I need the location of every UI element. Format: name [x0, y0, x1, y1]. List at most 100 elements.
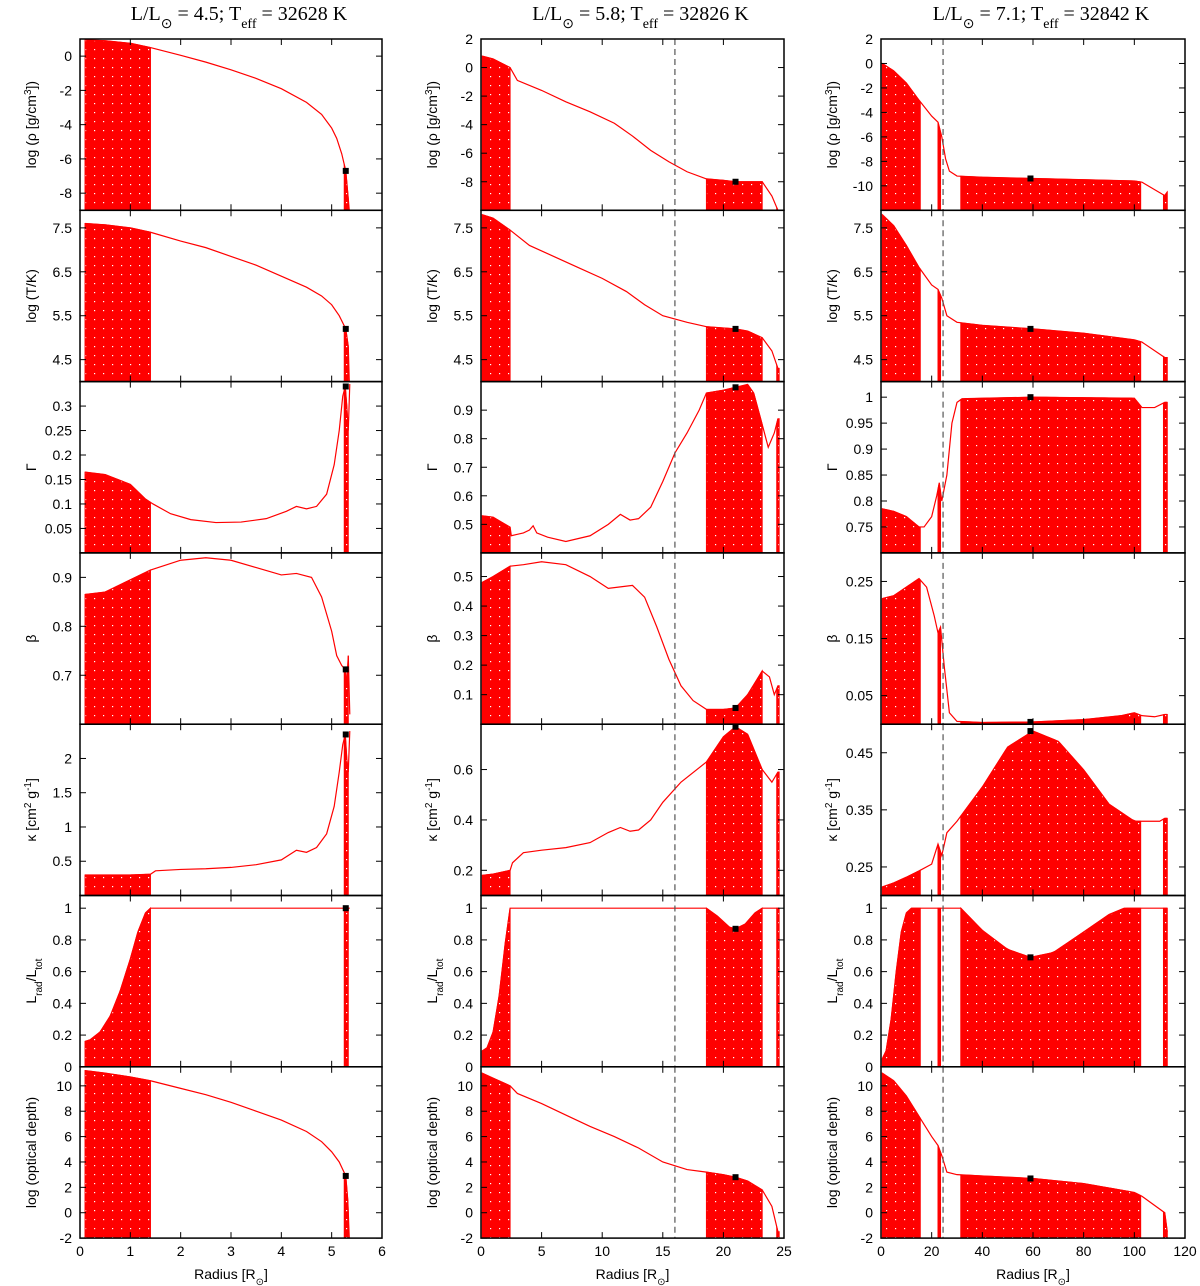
y-axis-label-lrad: Lrad/Ltot: [824, 958, 846, 1003]
y-tick-label: 2: [64, 1179, 72, 1195]
convective-region-fill-4: [1162, 401, 1168, 553]
x-tick-label: 0: [76, 1243, 84, 1259]
x-tick-label: 20: [924, 1243, 940, 1259]
convective-region-fill-1: [84, 471, 151, 553]
y-tick-label: 0.35: [846, 802, 873, 818]
convective-region-fill-3: [776, 771, 780, 896]
convective-region-fill-1: [881, 508, 921, 553]
y-tick-label: 0.05: [45, 520, 72, 536]
panel-Gamma: 0.75 0.8 0.85 0.9 0.95 1 Γ: [824, 380, 1186, 554]
y-tick-label: 0.95: [846, 415, 873, 431]
y-tick-label: 1: [64, 819, 72, 835]
y-tick-label: 2: [465, 31, 473, 47]
y-tick-label: 0.3: [454, 628, 474, 644]
panel-beta: 0.05 0.15 0.25 β: [824, 552, 1186, 725]
y-tick-label: -2: [861, 80, 874, 96]
y-axis-label-beta: β: [824, 635, 840, 643]
y-tick-label: -4: [861, 104, 874, 120]
reference-point-marker: [1027, 718, 1034, 725]
y-axis-label-kappa: κ [cm2 g-1]: [23, 778, 40, 842]
column-title: L/L⊙ = 4.5; Teff = 32628 K: [131, 3, 348, 32]
y-tick-label: 0.2: [454, 862, 474, 878]
convective-region-fill-1: [881, 213, 921, 382]
convective-region-fill-1: [84, 222, 151, 382]
convective-region-fill-1: [481, 869, 511, 896]
reference-point-marker: [732, 325, 739, 332]
panel-Gamma: 0.5 0.6 0.7 0.8 0.9 Γ: [424, 380, 785, 554]
x-tick-label: 6: [378, 1243, 386, 1259]
y-axis-label-kappa: κ [cm2 g-1]: [424, 778, 441, 842]
convective-region-fill-4: [1162, 907, 1168, 1067]
plot-area: [481, 724, 780, 896]
y-tick-label: 6.5: [854, 264, 874, 280]
plot-area: [881, 210, 1168, 382]
x-axis-label: Radius [R⊙]: [596, 1266, 670, 1286]
profile-curve-Gamma: [882, 396, 1168, 528]
convective-region-fill-1: [481, 55, 511, 211]
y-axis-label-rho: log (ρ [g/cm3]): [424, 81, 441, 168]
y-tick-label: 0: [465, 1205, 473, 1221]
profile-curve-lrad: [881, 907, 1168, 1060]
reference-point-marker: [1027, 1175, 1034, 1182]
y-tick-label: 1: [865, 389, 873, 405]
y-tick-label: 0.45: [846, 745, 873, 761]
y-tick-label: 0.4: [854, 995, 874, 1011]
y-tick-label: -2: [461, 88, 474, 104]
y-tick-label: 4: [64, 1154, 72, 1170]
y-axis-label-beta: β: [424, 635, 440, 643]
y-axis-label-rho: log (ρ [g/cm3]): [23, 81, 40, 168]
plot-area: [84, 1070, 350, 1239]
panel-Gamma: 0.05 0.1 0.15 0.2 0.25 0.3 Γ: [23, 380, 383, 554]
x-tick-label: 5: [538, 1243, 546, 1259]
plot-area: [881, 724, 1168, 896]
profile-curve-Gamma: [482, 383, 779, 543]
convective-region-fill-1: [481, 908, 511, 1067]
panel-lrad: 0 0.2 0.4 0.6 0.8 1 Lrad/Ltot: [824, 894, 1186, 1075]
y-tick-label: -6: [861, 129, 874, 145]
y-tick-label: 0.4: [454, 995, 474, 1011]
y-tick-label: -2: [461, 1230, 474, 1246]
y-tick-label: 0.85: [846, 467, 873, 483]
y-tick-label: -6: [461, 145, 474, 161]
profile-curve-beta: [481, 561, 779, 711]
convective-region-fill-3: [960, 730, 1142, 896]
y-tick-label: 0: [865, 1059, 873, 1075]
y-tick-label: 2: [865, 31, 873, 47]
panel-rho: -10 -8 -6 -4 -2 0 2 log (ρ [g/cm3]): [824, 31, 1186, 212]
convective-region-fill-2: [937, 122, 942, 211]
y-tick-label: 0.1: [454, 687, 474, 703]
y-tick-label: 10: [857, 1078, 873, 1094]
convective-region-fill-3: [960, 1174, 1142, 1239]
convective-region-fill-1: [881, 62, 921, 211]
plot-area: [84, 905, 350, 1067]
y-axis-label-T: log (T/K): [424, 269, 440, 323]
y-tick-label: 0.2: [53, 1027, 73, 1043]
profile-curve-lrad: [84, 907, 350, 1042]
x-tick-label: 0: [877, 1243, 885, 1259]
y-tick-label: -8: [861, 153, 874, 169]
y-tick-label: 0.2: [53, 447, 73, 463]
plot-area: [84, 731, 351, 896]
profile-curve-rho: [85, 39, 350, 211]
x-tick-label: 120: [1173, 1243, 1197, 1259]
y-tick-label: 0.8: [454, 932, 474, 948]
column-title: L/L⊙ = 7.1; Teff = 32842 K: [933, 3, 1150, 32]
y-tick-label: 0.6: [854, 964, 874, 980]
y-tick-label: 0: [865, 1205, 873, 1221]
convective-region-fill-1: [84, 873, 151, 896]
y-tick-label: 6.5: [454, 264, 474, 280]
profile-curve-Gamma: [84, 384, 351, 524]
y-tick-label: 5.5: [854, 308, 874, 324]
x-tick-label: 60: [1025, 1243, 1041, 1259]
y-tick-label: 0.2: [854, 1027, 874, 1043]
convective-region-fill-2: [937, 626, 942, 725]
y-axis-label-Gamma: Γ: [23, 463, 39, 471]
reference-point-marker: [732, 724, 739, 730]
y-tick-label: 0.4: [454, 812, 474, 828]
y-tick-label: 7.5: [454, 220, 474, 236]
x-tick-label: 40: [975, 1243, 991, 1259]
y-tick-label: 0: [64, 48, 72, 64]
x-tick-label: 100: [1123, 1243, 1147, 1259]
